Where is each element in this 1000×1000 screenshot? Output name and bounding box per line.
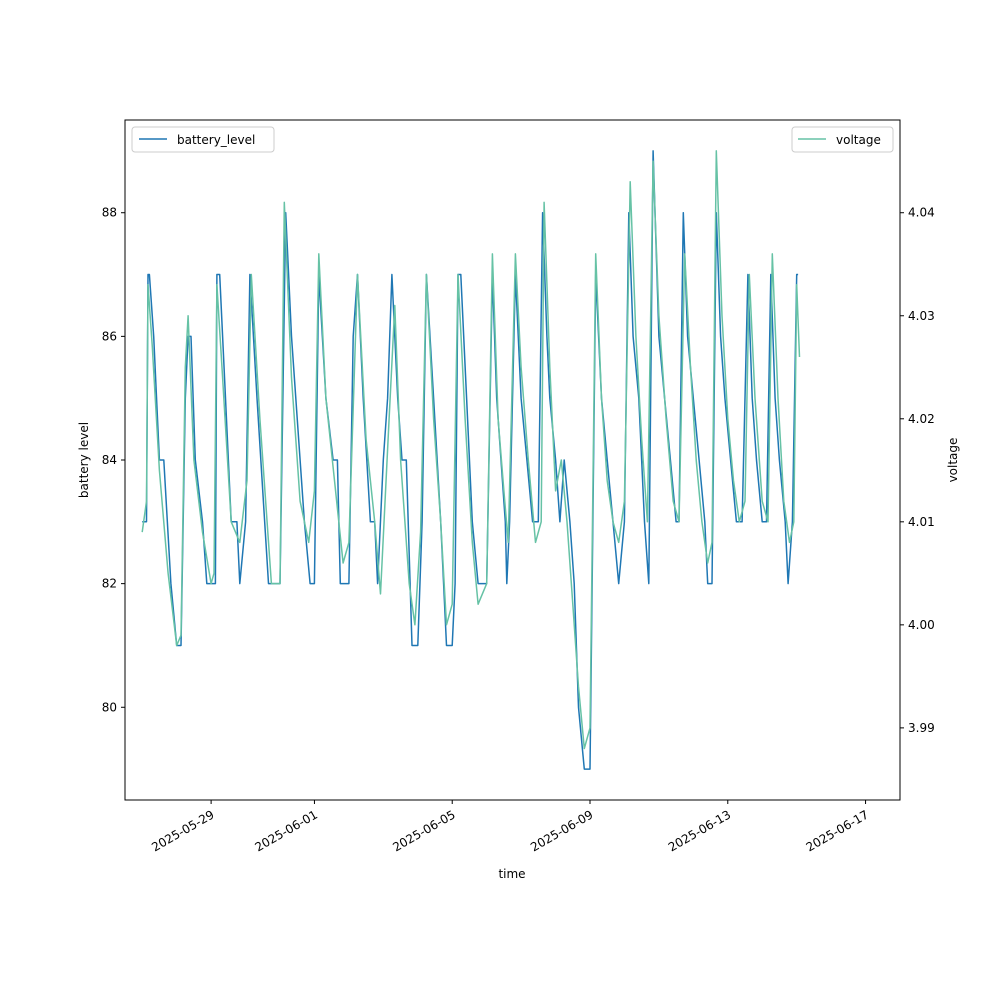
legend-battery-level: battery_level bbox=[131, 126, 275, 153]
y-right-tick-label: 4.04 bbox=[908, 206, 935, 220]
legend-box bbox=[791, 126, 894, 153]
y-right-tick-label: 3.99 bbox=[908, 721, 935, 735]
y-axis-right: 3.99 4.00 4.01 4.02 4.03 4.04 bbox=[900, 206, 935, 735]
series-line-battery-level bbox=[142, 150, 799, 770]
legend-voltage: voltage bbox=[791, 126, 894, 153]
series-line-voltage bbox=[141, 150, 801, 750]
y-left-tick-label: 80 bbox=[102, 700, 117, 714]
legend-label: battery_level bbox=[177, 133, 255, 147]
y-right-tick-label: 4.01 bbox=[908, 515, 935, 529]
y-left-tick-label: 86 bbox=[102, 329, 117, 343]
y-axis-left-label: battery level bbox=[77, 422, 91, 498]
y-right-tick-label: 4.03 bbox=[908, 309, 935, 323]
y-left-tick-label: 82 bbox=[102, 577, 117, 591]
legend-label: voltage bbox=[836, 133, 881, 147]
x-axis-label: time bbox=[498, 867, 525, 881]
y-axis-left: 80 82 84 86 88 bbox=[102, 206, 125, 714]
legend-box bbox=[131, 126, 275, 153]
y-axis-right-label: voltage bbox=[946, 438, 960, 483]
y-left-tick-label: 88 bbox=[102, 206, 117, 220]
y-right-tick-label: 4.02 bbox=[908, 412, 935, 426]
series-layer bbox=[141, 150, 801, 770]
y-right-tick-label: 4.00 bbox=[908, 618, 935, 632]
y-left-tick-label: 84 bbox=[102, 453, 117, 467]
